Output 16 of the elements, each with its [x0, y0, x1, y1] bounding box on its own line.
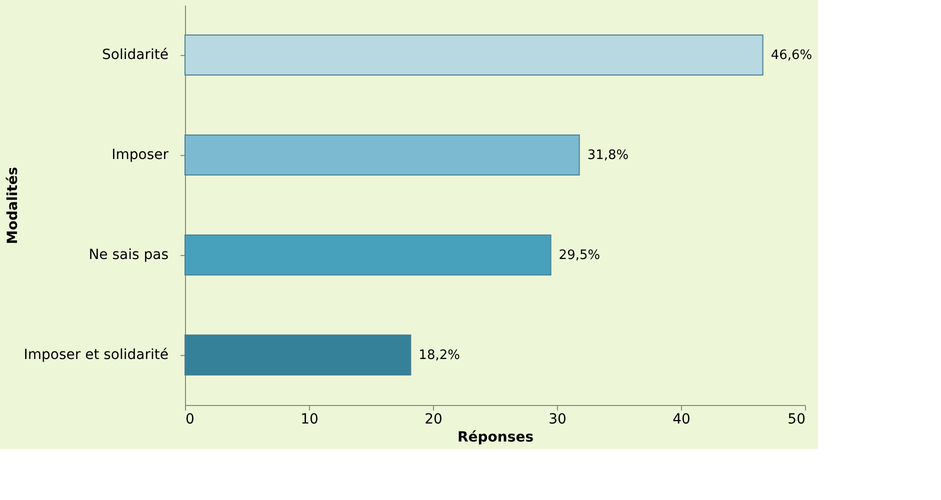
x-tick-label: 40 [672, 412, 690, 428]
data-label: 46,6% [770, 48, 812, 63]
x-axis-title: Réponses [457, 430, 534, 446]
data-label: 29,5% [558, 248, 600, 263]
x-tick-label: 20 [424, 412, 442, 428]
x-tick-label: 0 [186, 412, 194, 428]
data-label: 18,2% [418, 348, 460, 363]
x-tick-label: 10 [300, 412, 318, 428]
data-label: 31,8% [587, 148, 629, 163]
y-tick-label: Ne sais pas [88, 247, 168, 263]
y-axis-title: Modalités [4, 166, 21, 244]
y-tick-label: Imposer et solidarité [24, 347, 168, 363]
y-tick-label: Imposer [112, 147, 169, 163]
y-tick-label: Solidarité [102, 47, 168, 63]
x-tick-label: 30 [548, 412, 566, 428]
x-tick-label: 50 [788, 412, 806, 428]
